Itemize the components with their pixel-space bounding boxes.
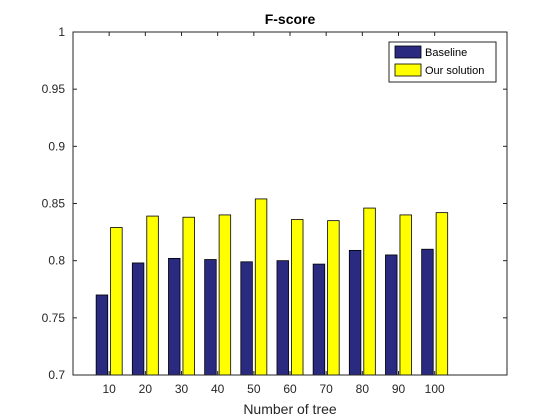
x-tick-label: 10: [102, 382, 116, 396]
y-tick-label: 0.7: [48, 368, 65, 382]
bar-our-solution-70: [327, 220, 340, 376]
chart-title: F-score: [265, 11, 316, 27]
bar-our-solution-80: [363, 207, 376, 376]
bar-baseline-20: [131, 262, 145, 376]
x-tick-label: 90: [392, 382, 406, 396]
bars-layer: [95, 198, 449, 376]
bar-our-solution-90: [399, 214, 412, 376]
y-tick-label: 0.8: [48, 254, 65, 268]
bar-baseline-80: [348, 249, 362, 376]
bar-baseline-90: [385, 254, 398, 376]
y-tick-label: 1: [58, 25, 65, 39]
y-tick-label: 0.85: [42, 197, 66, 211]
x-tick-label: 30: [175, 382, 189, 396]
bar-our-solution-40: [218, 214, 232, 376]
x-tick-label: 20: [139, 382, 153, 396]
x-tick-label: 40: [211, 382, 225, 396]
y-tick-label: 0.9: [48, 139, 65, 153]
x-tick-label: 60: [283, 382, 297, 396]
x-tick-label: 50: [247, 382, 261, 396]
ticks-layer: 10 20 30 40 50 60 70 80 90 100 0.7 0.75 0.8 0.85 0.9 0.…: [42, 25, 507, 396]
bar-baseline-50: [240, 261, 253, 376]
legend-swatch-our-solution: [394, 63, 422, 77]
bar-baseline-30: [168, 257, 181, 376]
bar-baseline-10: [95, 294, 109, 376]
legend-label-our-solution: Our solution: [425, 65, 484, 77]
legend: Baseline Our solution: [388, 41, 497, 83]
bar-our-solution-10: [110, 227, 123, 376]
x-axis-label: Number of tree: [243, 401, 337, 417]
x-tick-label: 80: [356, 382, 370, 396]
x-tick-label: 100: [425, 382, 445, 396]
bar-baseline-40: [204, 259, 217, 376]
bar-baseline-100: [421, 248, 434, 376]
x-tick-label: 70: [319, 382, 333, 396]
bar-our-solution-20: [146, 215, 159, 376]
legend-swatch-baseline: [394, 45, 422, 59]
bar-our-solution-50: [254, 198, 268, 376]
y-tick-label: 0.95: [42, 82, 66, 96]
bar-our-solution-30: [182, 216, 195, 376]
bar-baseline-60: [276, 260, 289, 376]
legend-label-baseline: Baseline: [425, 47, 467, 59]
bar-our-solution-100: [435, 212, 449, 376]
bar-baseline-70: [312, 263, 326, 376]
bar-our-solution-60: [291, 219, 304, 376]
y-tick-label: 0.75: [42, 311, 66, 325]
